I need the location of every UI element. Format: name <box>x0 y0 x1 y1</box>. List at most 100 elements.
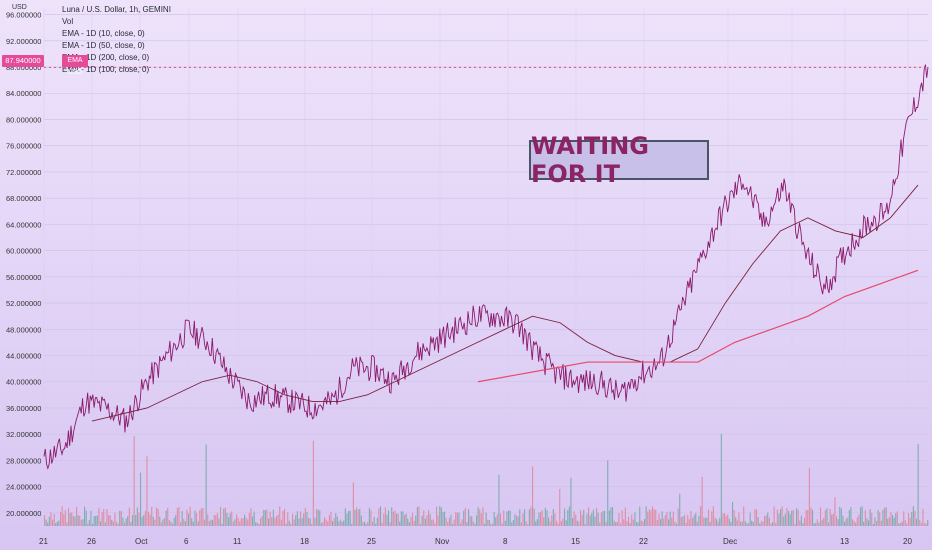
volume-bar <box>925 523 927 526</box>
volume-bar <box>146 456 148 526</box>
volume-bar <box>437 515 439 526</box>
volume-bar <box>525 521 527 526</box>
volume-bar <box>696 521 698 526</box>
volume-bar <box>396 513 398 526</box>
volume-bar <box>170 521 172 526</box>
volume-bar <box>290 523 292 526</box>
volume-bar <box>607 460 609 526</box>
volume-bar <box>352 482 354 526</box>
volume-bar <box>327 521 329 526</box>
volume-bar <box>490 523 492 526</box>
volume-bar <box>426 515 428 526</box>
volume-bar <box>578 521 580 526</box>
volume-bar <box>666 511 668 526</box>
volume-bar <box>98 507 100 526</box>
volume-bar <box>164 518 166 526</box>
volume-bar <box>191 517 193 526</box>
volume-bar <box>752 522 754 526</box>
volume-bar <box>693 515 695 526</box>
volume-bar <box>548 517 550 526</box>
volume-bar <box>605 521 607 526</box>
volume-bar <box>880 520 882 526</box>
volume-bar <box>320 523 322 526</box>
volume-bar <box>861 506 863 526</box>
volume-bar <box>477 507 479 526</box>
volume-bar <box>436 506 438 526</box>
volume-bar <box>74 516 76 526</box>
volume-bar <box>84 506 86 526</box>
volume-bar <box>336 516 338 526</box>
volume-bar <box>482 507 484 526</box>
symbol-title: Luna / U.S. Dollar, 1h, GEMINI <box>62 5 171 14</box>
price-line <box>43 64 929 470</box>
volume-bar <box>288 520 290 526</box>
volume-bar <box>645 506 647 526</box>
volume-bar <box>698 515 700 526</box>
volume-bar <box>360 515 362 526</box>
volume-bar <box>189 506 191 526</box>
volume-bar <box>207 514 209 526</box>
volume-bar <box>616 522 618 526</box>
volume-bar <box>416 507 418 526</box>
volume-bar <box>581 514 583 526</box>
volume-bar <box>591 512 593 526</box>
volume-bar <box>178 506 180 526</box>
volume-bar <box>205 444 207 526</box>
volume-bar <box>687 514 689 526</box>
y-tick-label: 72.000000 <box>6 168 41 177</box>
volume-bar <box>85 510 87 526</box>
volume-bar <box>674 521 676 526</box>
volume-bar <box>533 508 535 526</box>
volume-bar <box>554 513 556 526</box>
volume-bar <box>570 477 572 526</box>
volume-bar <box>565 520 567 526</box>
volume-bar <box>127 516 129 526</box>
volume-bar <box>317 509 319 526</box>
volume-bar <box>672 511 674 526</box>
volume-bar <box>695 512 697 526</box>
volume-bar <box>82 519 84 526</box>
volume-bar <box>418 506 420 526</box>
volume-bar <box>844 521 846 526</box>
volume-bar <box>634 512 636 526</box>
volume-bar <box>66 522 68 526</box>
y-tick-label: 68.000000 <box>6 194 41 203</box>
volume-bar <box>471 516 473 526</box>
volume-bar <box>63 514 65 526</box>
volume-bar <box>204 519 206 526</box>
volume-bar <box>149 514 151 526</box>
volume-bar <box>472 521 474 526</box>
volume-bar <box>900 523 902 526</box>
volume-bar <box>296 511 298 526</box>
volume-bar <box>927 520 929 526</box>
volume-bar <box>797 509 799 526</box>
volume-bar <box>48 516 50 526</box>
volume-bar <box>104 522 106 526</box>
volume-bar <box>172 523 174 526</box>
volume-bar <box>348 511 350 526</box>
volume-bar <box>340 519 342 526</box>
volume-bar <box>549 521 551 526</box>
volume-bar <box>842 515 844 526</box>
volume-bar <box>220 506 222 526</box>
volume-bar <box>346 513 348 526</box>
volume-bar <box>343 520 345 526</box>
volume-bar <box>485 512 487 526</box>
volume-bar <box>853 521 855 526</box>
volume-bar <box>759 523 761 526</box>
volume-bar <box>117 523 119 526</box>
volume-bar <box>781 506 783 526</box>
volume-bar <box>648 509 650 526</box>
volume-bar <box>855 522 857 526</box>
volume-bar <box>309 518 311 526</box>
volume-bar <box>623 519 625 526</box>
volume-bar <box>852 519 854 526</box>
volume-bar <box>748 522 750 526</box>
volume-bar <box>784 513 786 526</box>
volume-bar <box>893 517 895 526</box>
volume-bar <box>735 517 737 526</box>
volume-bar <box>429 514 431 526</box>
volume-bar <box>456 512 458 526</box>
volume-bar <box>338 521 340 526</box>
volume-bar <box>778 513 780 526</box>
